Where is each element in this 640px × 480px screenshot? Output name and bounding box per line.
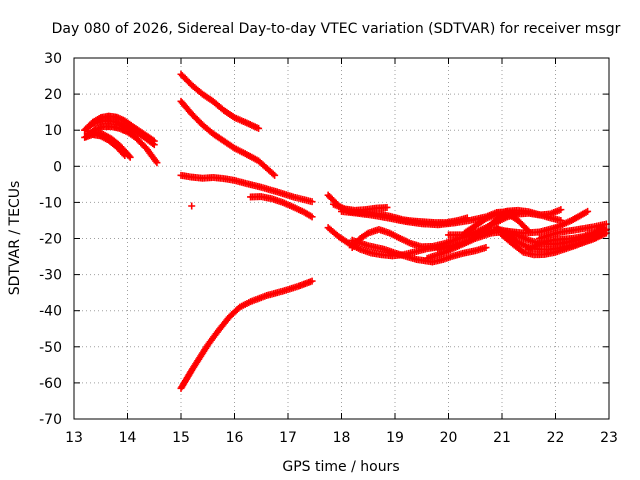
data-point <box>308 277 316 285</box>
data-point <box>557 216 565 224</box>
y-tick-label: 30 <box>44 51 62 67</box>
x-tick-label: 23 <box>600 430 618 446</box>
series-track-9 <box>247 193 316 221</box>
data-point <box>271 171 279 179</box>
x-tick-label: 22 <box>547 430 565 446</box>
data-point <box>188 202 196 210</box>
y-axis-label: SDTVAR / TECUs <box>7 181 23 296</box>
data-series <box>81 70 610 392</box>
y-tick-label: -60 <box>39 376 62 392</box>
y-tick-label: 0 <box>53 159 62 175</box>
chart-title: Day 080 of 2026, Sidereal Day-to-day VTE… <box>52 21 621 37</box>
y-tick-label: -40 <box>39 304 62 320</box>
x-tick-label: 18 <box>333 430 351 446</box>
data-point <box>308 213 316 221</box>
y-tick-label: -10 <box>39 195 62 211</box>
data-point <box>126 153 134 161</box>
data-point <box>308 198 316 206</box>
x-tick-label: 13 <box>65 430 83 446</box>
series-track-23 <box>525 224 608 253</box>
data-point <box>584 207 592 215</box>
x-tick-label: 14 <box>119 430 137 446</box>
data-point <box>153 159 161 167</box>
series-track-25 <box>188 202 196 210</box>
data-point <box>150 137 158 145</box>
axis-ticks: 13 14 15 16 17 18 19 20 21 22 23 30 20 10 0 -10 -20 -30 -4… <box>39 51 618 446</box>
y-tick-label: -70 <box>39 412 62 428</box>
series-track-7 <box>177 97 279 179</box>
series-track-22 <box>498 225 610 259</box>
series-track-8 <box>177 171 316 206</box>
data-point <box>149 136 157 144</box>
x-tick-label: 19 <box>386 430 404 446</box>
data-point <box>125 152 133 160</box>
x-axis-label: GPS time / hours <box>282 459 399 475</box>
series-track-15 <box>348 236 490 266</box>
series-track-5 <box>83 128 134 161</box>
x-tick-label: 20 <box>440 430 458 446</box>
series-track-24 <box>535 220 610 242</box>
y-tick-label: -20 <box>39 232 62 248</box>
y-tick-label: -30 <box>39 268 62 284</box>
x-tick-label: 16 <box>226 430 244 446</box>
data-point <box>482 244 490 252</box>
x-tick-label: 15 <box>172 430 190 446</box>
data-point <box>525 227 533 235</box>
data-point <box>557 206 565 214</box>
series-track-2 <box>81 112 158 145</box>
series-track-10 <box>177 277 316 392</box>
x-tick-label: 17 <box>279 430 297 446</box>
data-point <box>383 203 391 211</box>
y-tick-label: -50 <box>39 340 62 356</box>
series-track-6 <box>177 70 263 132</box>
y-tick-label: 10 <box>44 123 62 139</box>
x-tick-label: 21 <box>493 430 511 446</box>
data-point <box>255 124 263 132</box>
data-point <box>523 226 531 234</box>
y-tick-label: 20 <box>44 87 62 103</box>
data-point <box>269 170 277 178</box>
